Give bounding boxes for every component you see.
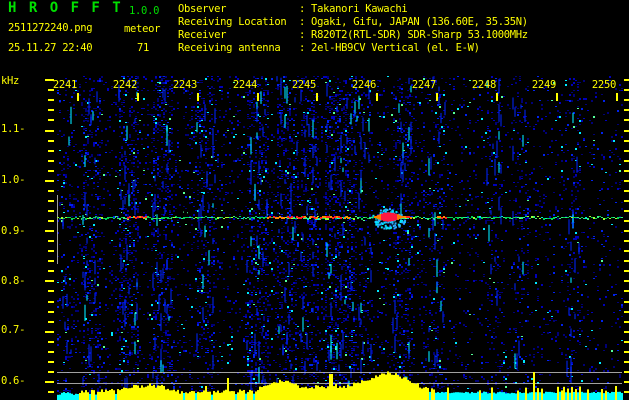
time-label: 2243 [172, 79, 197, 91]
info-row-observer: Observer: Takanori Kawachi [178, 3, 408, 15]
echo-count: 71 [137, 42, 150, 54]
time-label: 2246 [351, 79, 376, 91]
time-label: 2249 [531, 79, 556, 91]
info-row-receiver: Receiver: R820T2(RTL-SDR) SDR-Sharp 53.1… [178, 30, 528, 41]
freq-tick-label: 1.1- [1, 123, 26, 135]
mode-label: meteor [124, 23, 161, 35]
time-label: 2242 [112, 79, 137, 91]
freq-tick-label: 0.9- [1, 225, 26, 237]
info-value: R820T2(RTL-SDR) SDR-Sharp 53.1000MHz [311, 29, 528, 41]
output-filename: 2511272240.png [8, 22, 93, 34]
freq-tick-label: 0.6- [1, 375, 26, 387]
info-sep: : [299, 29, 312, 41]
time-label: 2250 [591, 79, 616, 91]
info-value: Ogaki, Gifu, JAPAN (136.60E, 35.35N) [311, 16, 528, 28]
freq-tick-label: 0.7- [1, 324, 26, 336]
datetime-label: 25.11.27 22:40 [8, 42, 93, 54]
info-sep: : [299, 16, 312, 28]
freq-tick-label: 0.8- [1, 275, 26, 287]
time-label: 2241 [52, 79, 77, 91]
info-label: Observer [178, 3, 227, 15]
time-label: 2245 [291, 79, 316, 91]
app-version: 1.0.0 [129, 5, 160, 17]
info-label: Receiver [178, 29, 227, 41]
info-label: Receiving antenna [178, 42, 281, 54]
info-value: Takanori Kawachi [311, 3, 408, 15]
info-sep: : [299, 42, 312, 54]
freq-tick-label: 1.0- [1, 174, 26, 186]
app-title: H R O F F T [8, 0, 123, 16]
info-sep: : [299, 3, 312, 15]
info-label: Receiving Location [178, 16, 287, 28]
info-row-antenna: Receiving antenna: 2el-HB9CV Vertical (e… [178, 43, 480, 54]
time-label: 2248 [471, 79, 496, 91]
info-value: 2el-HB9CV Vertical (el. E-W) [311, 42, 480, 54]
time-label: 2247 [411, 79, 436, 91]
freq-axis-unit: kHz [1, 75, 20, 87]
info-row-location: Receiving Location: Ogaki, Gifu, JAPAN (… [178, 17, 528, 28]
time-label: 2244 [232, 79, 257, 91]
